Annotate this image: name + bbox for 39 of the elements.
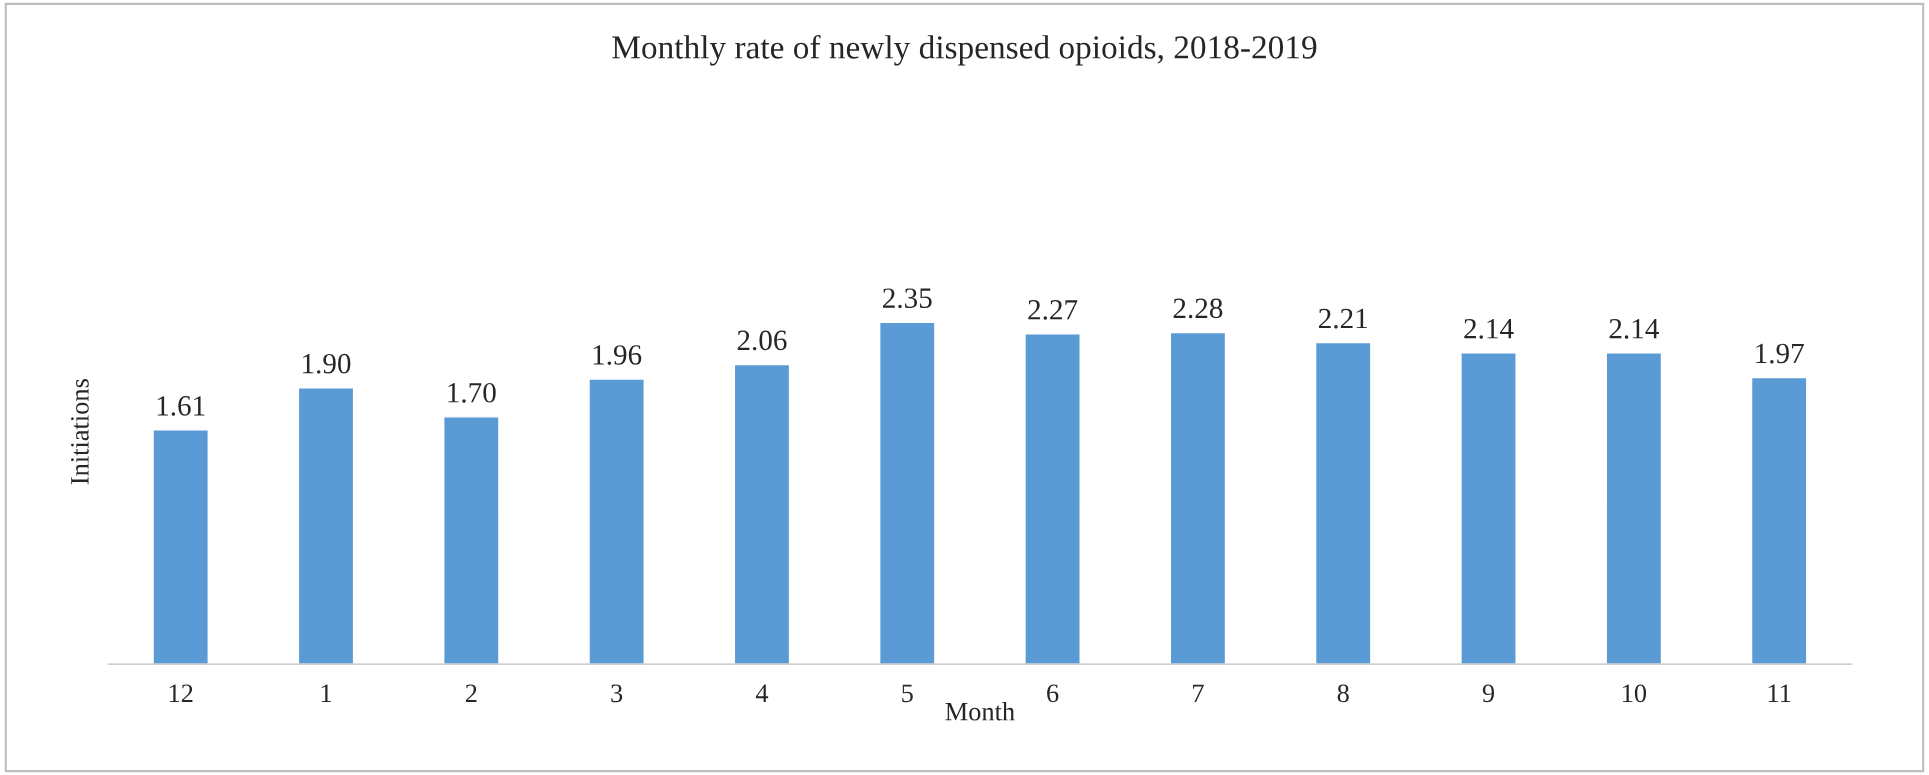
bar [1169,331,1227,665]
bar [152,429,209,665]
bar [588,378,645,665]
data-label: 1.96 [593,345,642,365]
x-tick-label: 8 [1337,684,1349,703]
data-label: 2.27 [1028,300,1078,320]
data-label: 1.70 [448,382,496,403]
data-label: 1.90 [303,353,351,374]
x-tick-label: 6 [1047,684,1059,703]
bar [733,363,791,665]
y-axis-title: Initiations [71,379,89,485]
bar [1750,376,1808,665]
x-tick-label: 5 [902,684,913,703]
x-tick-label: 1 [321,684,332,702]
data-label: 2.28 [1173,298,1223,319]
x-tick-label: 10 [1622,684,1647,703]
bar [878,321,936,665]
data-label: 2.35 [883,288,932,309]
x-tick-label: 7 [1193,684,1204,702]
x-tick-label: 4 [755,684,769,702]
x-axis-title: Month [945,702,1015,721]
x-tick-label: 3 [611,684,623,703]
bar [443,416,500,665]
chart-title: Monthly rate of newly dispensed opioids, 2018-2019 [612,34,1317,66]
bar [1605,352,1663,665]
x-tick-label: 11 [1768,684,1791,702]
data-label: 2.21 [1318,308,1367,329]
data-label: 2.06 [737,330,787,351]
bar [1314,341,1372,665]
data-label: 1.61 [157,396,205,416]
data-label: 2.14 [1609,318,1659,339]
x-tick-label: 2 [465,684,477,702]
bar [1460,352,1517,665]
bar [1024,333,1081,665]
data-label: 2.14 [1464,318,1514,339]
x-tick-label: 12 [169,684,193,702]
data-label: 1.97 [1756,343,1804,364]
bar [297,387,355,665]
x-tick-label: 9 [1482,684,1495,703]
